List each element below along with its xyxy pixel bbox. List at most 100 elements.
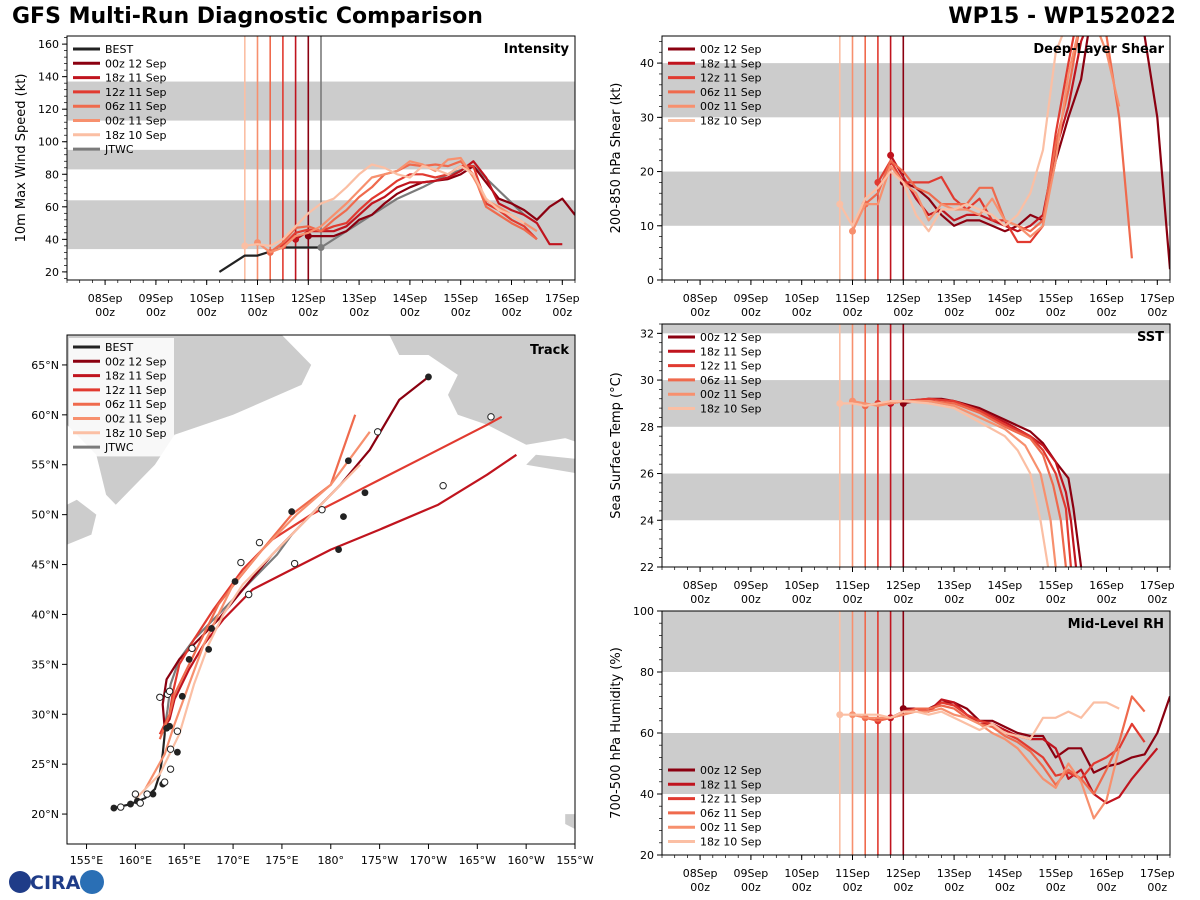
track-panel-title: Track bbox=[530, 343, 569, 358]
track-legend-bg bbox=[69, 338, 174, 457]
rh-xtick-label-hour: 00z bbox=[944, 881, 964, 894]
sst-xtick-label-day: 08Sep bbox=[683, 579, 718, 592]
intensity-ytick-label: 20 bbox=[45, 266, 59, 279]
track-ytick-label: 45°N bbox=[31, 559, 59, 572]
intensity-xtick-label-day: 16Sep bbox=[494, 292, 529, 305]
track-marker-open bbox=[245, 590, 253, 599]
track-marker-filled bbox=[110, 804, 118, 812]
intensity-legend-label-00z-11-sep: 00z 11 Sep bbox=[105, 115, 167, 128]
track-xtick-label: 160°W bbox=[507, 854, 544, 867]
track-frame bbox=[66, 334, 576, 845]
track-xtick-label: 175°E bbox=[265, 854, 298, 867]
sst-xtick-label-hour: 00z bbox=[792, 593, 812, 606]
intensity-ytick-label: 100 bbox=[38, 136, 59, 149]
sst-xtick-label-day: 16Sep bbox=[1089, 579, 1124, 592]
track-panel: 155°E 160°E 165°E 170°E 175°E 180° 175°W 170°W 1… bbox=[31, 334, 594, 867]
shear-legend-label-18z-11-sep: 18z 11 Sep bbox=[700, 57, 762, 70]
sst-legend-label-18z-11-sep: 18z 11 Sep bbox=[700, 345, 762, 358]
land-aleutians bbox=[526, 454, 575, 474]
track-ytick-label: 30°N bbox=[31, 708, 59, 721]
shear-band-1 bbox=[662, 63, 1170, 118]
shear-xtick-label-day: 13Sep bbox=[937, 292, 972, 305]
sst-legend-label-12z-11-sep: 12z 11 Sep bbox=[700, 360, 762, 373]
rh-xtick-label-hour: 00z bbox=[1046, 881, 1066, 894]
sst-ytick-label: 22 bbox=[640, 561, 654, 574]
shear-xtick-label-day: 10Sep bbox=[784, 292, 819, 305]
shear-legend-label-00z-12-sep: 00z 12 Sep bbox=[700, 43, 762, 56]
rh-series-00z-12-sep bbox=[903, 696, 1170, 774]
shear-ylabel: 200-850 hPa Shear (kt) bbox=[609, 83, 624, 234]
intensity-xtick-label-hour: 00z bbox=[298, 306, 318, 319]
rh-xtick-label-day: 17Sep bbox=[1140, 867, 1175, 880]
intensity-series-18z-10-sep bbox=[244, 163, 525, 247]
intensity-xtick-label-day: 17Sep bbox=[545, 292, 580, 305]
track-marker-open bbox=[439, 482, 447, 490]
track-marker-open bbox=[160, 778, 169, 786]
track-xtick-label: 160°E bbox=[119, 854, 152, 867]
track-legend-label-00z-11-sep: 00z 11 Sep bbox=[105, 413, 167, 426]
rh-plot-area bbox=[662, 611, 1170, 855]
shear-xtick-label-hour: 00z bbox=[690, 306, 710, 319]
track-series-00z-11-sep bbox=[144, 431, 371, 790]
intensity-xtick-label-day: 09Sep bbox=[139, 292, 174, 305]
cira-logo: CIRA bbox=[6, 868, 106, 896]
shear-legend-label-12z-11-sep: 12z 11 Sep bbox=[700, 72, 762, 85]
intensity-xtick-label-day: 12Sep bbox=[291, 292, 326, 305]
intensity-series-12z-11-sep bbox=[282, 165, 538, 247]
rh-ytick-label: 80 bbox=[640, 666, 654, 679]
track-xtick-label: 175°W bbox=[361, 854, 398, 867]
intensity-xtick-label-day: 10Sep bbox=[189, 292, 224, 305]
sst-xtick-label-hour: 00z bbox=[741, 593, 761, 606]
intensity-xtick-label-hour: 00z bbox=[451, 306, 471, 319]
sst-ylabel: Sea Surface Temp (°C) bbox=[609, 372, 624, 519]
track-ytick-label: 35°N bbox=[31, 658, 59, 671]
shear-panel-title: Deep-Layer Shear bbox=[1033, 42, 1164, 57]
track-legend-label-18z-10-sep: 18z 10 Sep bbox=[105, 427, 167, 440]
intensity-jtwc-start-point bbox=[317, 243, 325, 251]
sst-panel: 22242628303208Sep00z09Sep00z10Sep00z11Se… bbox=[609, 323, 1175, 606]
sst-xtick-label-day: 13Sep bbox=[937, 579, 972, 592]
intensity-ylabel: 10m Max Wind Speed (kt) bbox=[14, 74, 29, 243]
intensity-legend-label-best: BEST bbox=[105, 43, 133, 56]
intensity-series-jtwc bbox=[320, 165, 525, 249]
rh-ylabel: 700-500 hPa Humidity (%) bbox=[609, 647, 624, 819]
track-ytick-label: 20°N bbox=[31, 808, 59, 821]
intensity-panel-title: Intensity bbox=[504, 42, 570, 57]
intensity-legend-label-00z-12-sep: 00z 12 Sep bbox=[105, 57, 167, 70]
sst-xtick-label-hour: 00z bbox=[1046, 593, 1066, 606]
track-ytick-label: 60°N bbox=[31, 409, 59, 422]
globe-icon bbox=[9, 871, 31, 893]
intensity-ytick-label: 80 bbox=[45, 168, 59, 181]
track-marker-filled bbox=[205, 645, 213, 653]
track-xtick-label: 165°E bbox=[168, 854, 201, 867]
rh-series-12z-11-sep bbox=[877, 701, 1146, 780]
intensity-panel: 2040608010012014016008Sep00z09Sep00z10Se… bbox=[14, 35, 580, 319]
sst-legend-label-18z-10-sep: 18z 10 Sep bbox=[700, 403, 762, 416]
track-marker-filled bbox=[288, 508, 296, 516]
track-ytick-label: 65°N bbox=[31, 359, 59, 372]
track-marker-filled bbox=[149, 790, 157, 798]
shear-xtick-label-day: 16Sep bbox=[1089, 292, 1124, 305]
shear-series-18z-10-sep bbox=[838, 36, 1064, 233]
rh-legend-label-06z-11-sep: 06z 11 Sep bbox=[700, 807, 762, 820]
rh-legend-label-12z-11-sep: 12z 11 Sep bbox=[700, 793, 762, 806]
intensity-xtick-label-hour: 00z bbox=[400, 306, 420, 319]
track-marker-open bbox=[117, 803, 125, 811]
shear-xtick-label-day: 08Sep bbox=[683, 292, 718, 305]
rh-ytick-label: 20 bbox=[640, 849, 654, 862]
track-series-06z-11-sep bbox=[158, 414, 357, 740]
intensity-legend-label-18z-10-sep: 18z 10 Sep bbox=[105, 129, 167, 142]
shear-xtick-label-day: 12Sep bbox=[886, 292, 921, 305]
intensity-xtick-label-day: 14Sep bbox=[393, 292, 428, 305]
sst-xtick-label-day: 11Sep bbox=[835, 579, 870, 592]
sst-xtick-label-day: 15Sep bbox=[1038, 579, 1073, 592]
track-marker-filled bbox=[173, 748, 181, 756]
shear-xtick-label-day: 17Sep bbox=[1140, 292, 1175, 305]
shear-xtick-label-hour: 00z bbox=[1097, 306, 1117, 319]
shear-ytick-label: 0 bbox=[647, 274, 654, 287]
sst-xtick-label-day: 10Sep bbox=[784, 579, 819, 592]
track-legend-label-06z-11-sep: 06z 11 Sep bbox=[105, 398, 167, 411]
sst-plot-area bbox=[662, 324, 1170, 567]
intensity-series-18z-11-sep bbox=[295, 160, 563, 246]
